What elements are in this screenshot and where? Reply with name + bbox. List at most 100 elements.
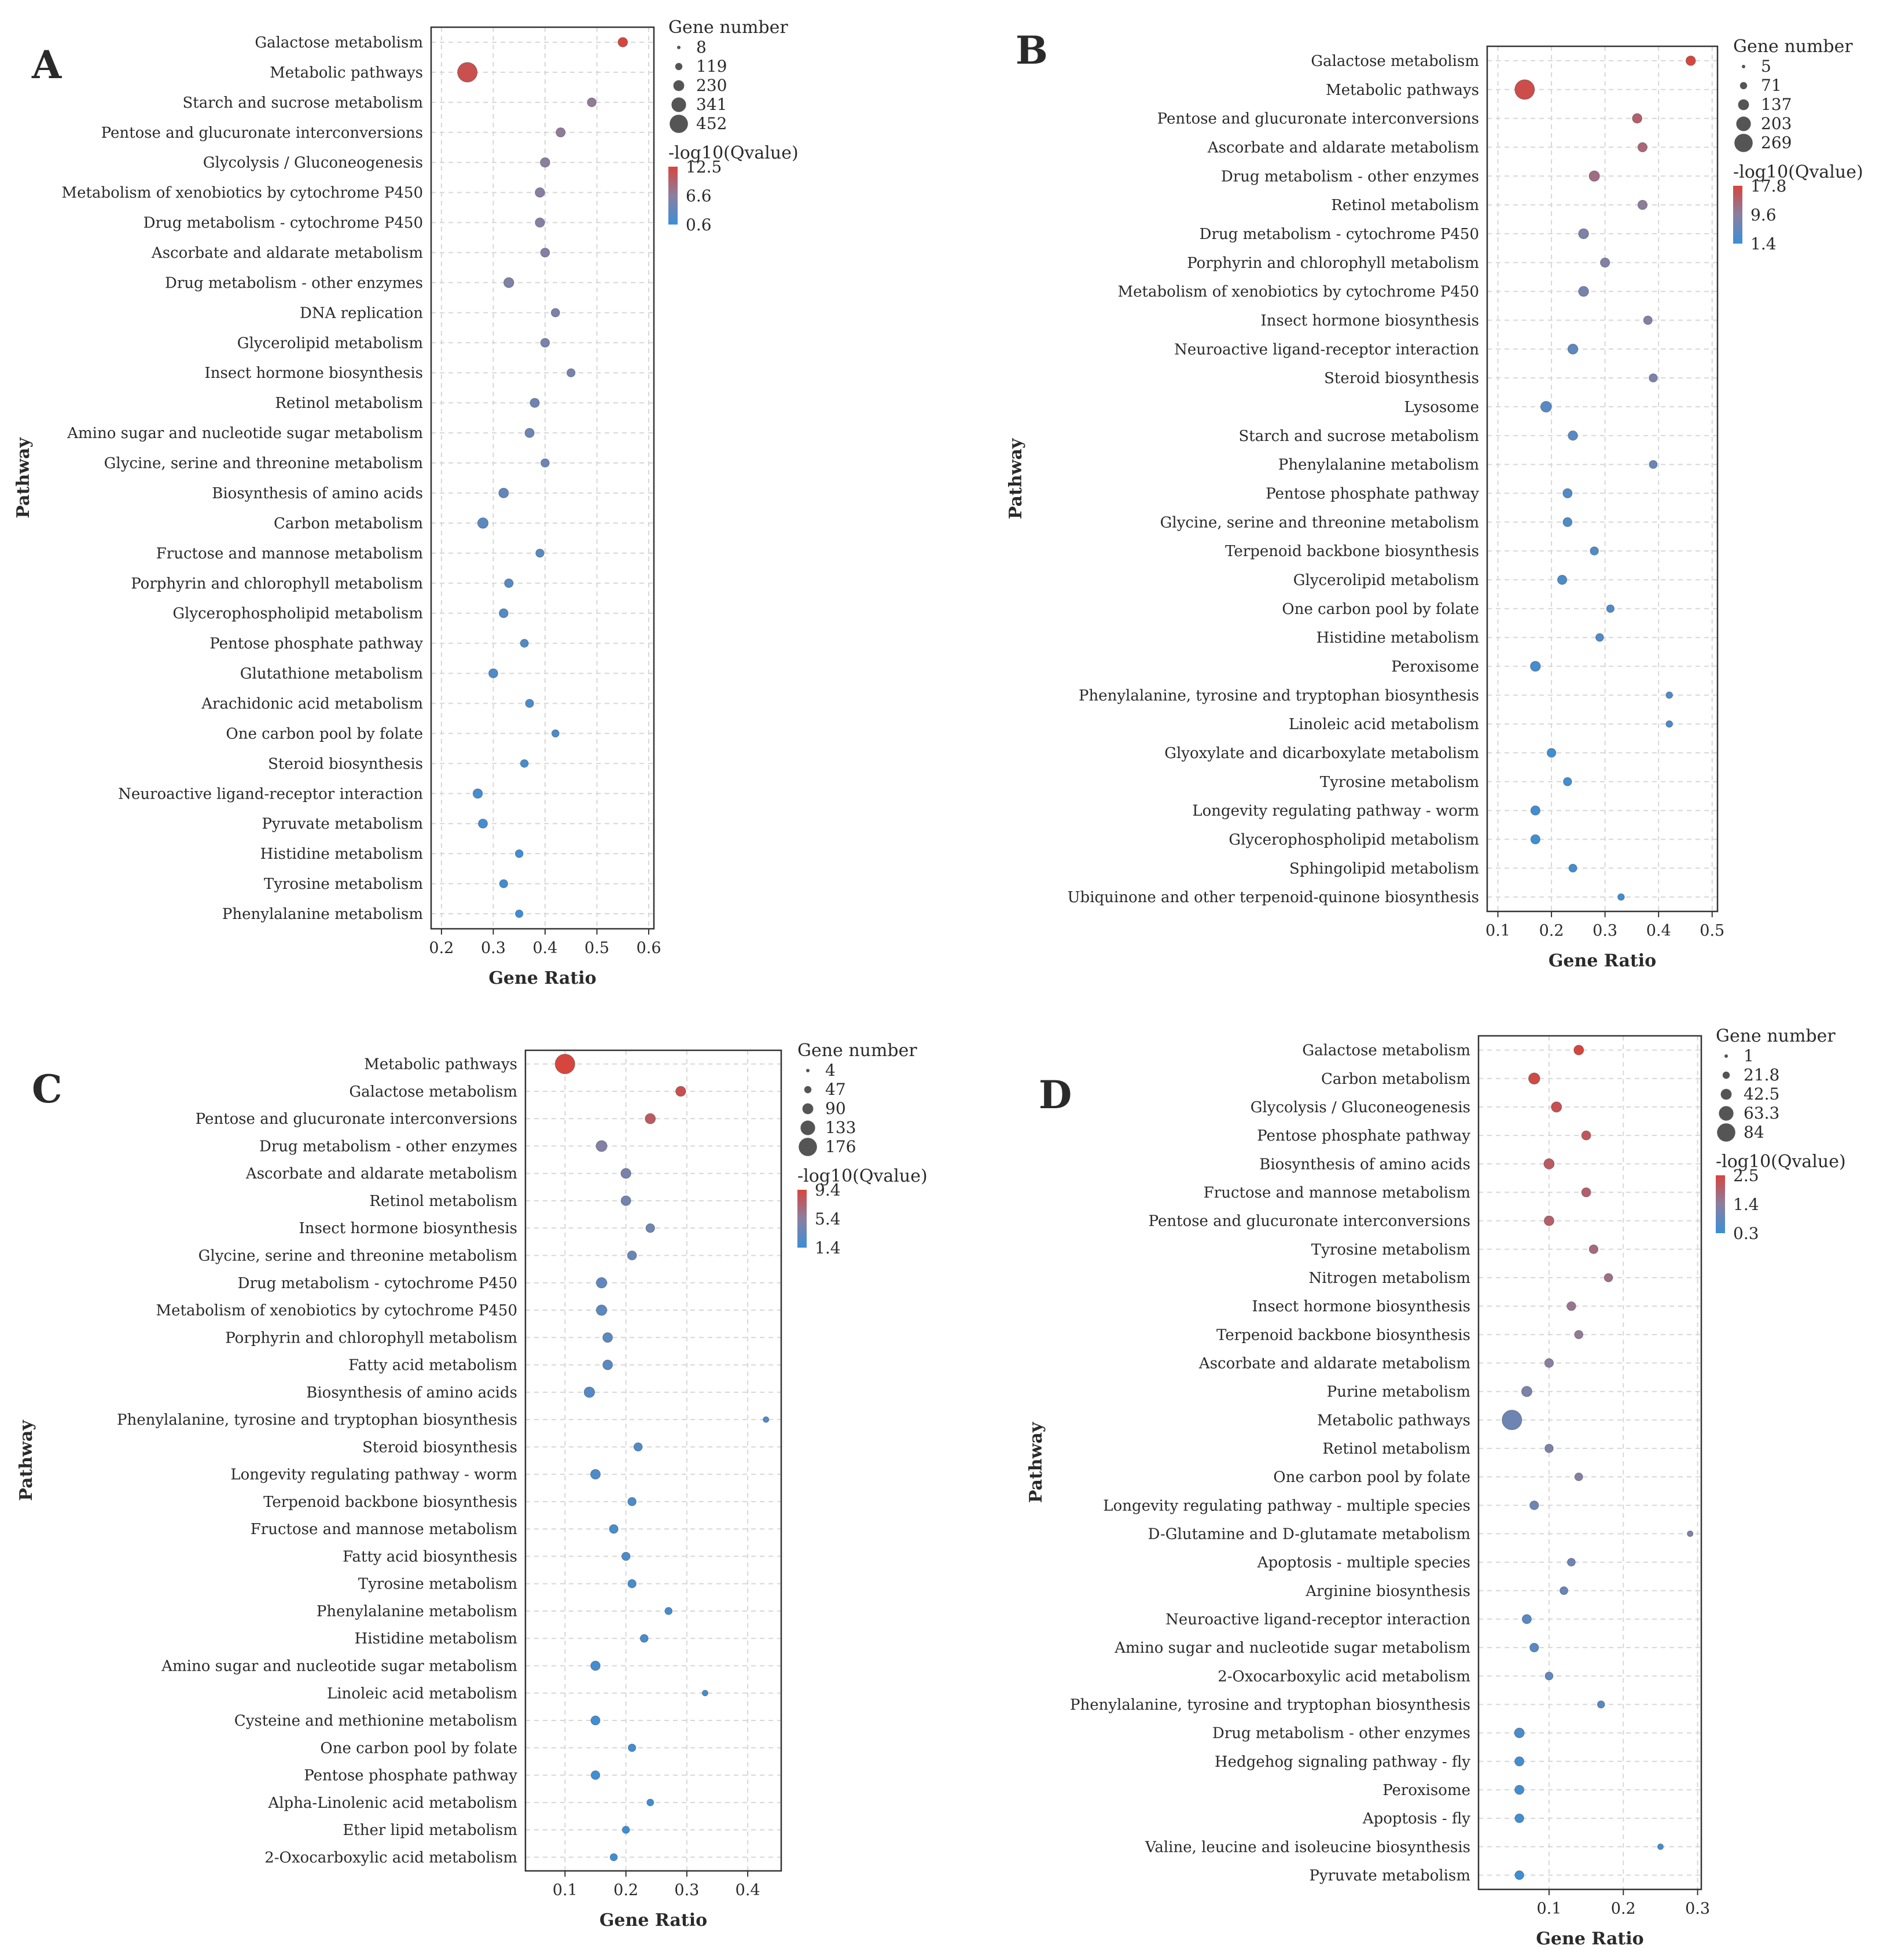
data-point (590, 1469, 601, 1480)
pathway-label: Nitrogen metabolism (1308, 1270, 1470, 1287)
size-legend-title: Gene number (1733, 36, 1853, 57)
color-legend-label: 9.6 (1750, 205, 1777, 225)
size-legend-dot (804, 1086, 812, 1094)
pathway-label: Amino sugar and nucleotide sugar metabol… (67, 425, 423, 442)
x-axis-title: Gene Ratio (1549, 951, 1656, 971)
pathway-label: DNA replication (300, 304, 423, 322)
size-legend-dot (677, 46, 681, 49)
pathway-label: Metabolic pathways (364, 1056, 517, 1073)
pathway-label: Insect hormone biosynthesis (299, 1220, 517, 1237)
pathway-label: Pentose phosphate pathway (209, 635, 423, 653)
plot-frame (1486, 45, 1719, 913)
data-point (1543, 1215, 1554, 1226)
pathway-label: Drug metabolism - other enzymes (1221, 168, 1479, 185)
pathway-label: Metabolic pathways (1317, 1412, 1470, 1429)
data-point (1543, 1158, 1555, 1170)
data-point (1578, 286, 1589, 297)
data-point (609, 1853, 618, 1862)
size-legend-label: 119 (696, 57, 727, 76)
pathway-label: Pentose and glucuronate interconversions (101, 124, 423, 142)
size-legend-label: 47 (825, 1080, 846, 1099)
data-point (1530, 806, 1540, 816)
pathway-label: Alpha-Linolenic acid metabolism (267, 1794, 517, 1812)
data-point (1617, 893, 1625, 901)
data-point (1632, 113, 1642, 124)
pathway-label: Histidine metabolism (1316, 630, 1479, 647)
size-legend-dot (1742, 65, 1745, 68)
data-point (535, 549, 545, 558)
data-point (1544, 1358, 1554, 1368)
panel-letter: B (1016, 28, 1048, 73)
size-legend-dot (1736, 116, 1751, 131)
pathway-label: Ascorbate and aldarate metabolism (1207, 139, 1479, 156)
pathway-label: Arginine biosynthesis (1305, 1583, 1470, 1600)
data-point (1657, 1843, 1664, 1850)
size-legend-dot (670, 115, 688, 133)
color-legend-bar (797, 1190, 807, 1248)
color-legend-label: 1.4 (1750, 234, 1777, 253)
data-point (554, 1054, 575, 1075)
data-point (514, 849, 524, 858)
plot-frame (1477, 1035, 1702, 1891)
pathway-label: Pentose and glucuronate interconversions (1157, 111, 1479, 128)
data-point (1649, 460, 1658, 469)
pathway-label: 2-Oxocarboxylic acid metabolism (1218, 1668, 1470, 1685)
data-point (551, 308, 560, 318)
size-legend-dot (1739, 82, 1748, 90)
color-legend-label: 6.6 (686, 186, 712, 205)
pathway-label: Apoptosis - fly (1362, 1810, 1470, 1827)
x-tick-label: 0.4 (533, 939, 558, 957)
pathway-label: Purine metabolism (1327, 1384, 1470, 1401)
panel-c: C Metabolic pathways Galactose metabolism P… (16, 1040, 928, 1930)
data-point (1546, 748, 1557, 758)
x-tick-label: 0.2 (1539, 922, 1564, 940)
data-point (1560, 1586, 1568, 1595)
color-legend-label: 1.4 (815, 1238, 841, 1257)
pathway-label: Histidine metabolism (355, 1630, 517, 1648)
size-legend-title: Gene number (797, 1040, 917, 1061)
data-point (520, 639, 529, 648)
y-axis-title: Pathway (13, 437, 34, 519)
data-point (1578, 228, 1589, 240)
size-legend-label: 269 (1761, 133, 1792, 152)
pathway-label: Ubiquinone and other terpenoid-quinone b… (1068, 889, 1479, 906)
data-point (556, 127, 566, 138)
pathway-label: Porphyrin and chlorophyll metabolism (225, 1329, 517, 1347)
data-point (587, 97, 597, 108)
data-point (617, 37, 628, 47)
data-point (567, 368, 576, 377)
pathway-label: Glycerolipid metabolism (237, 334, 423, 352)
x-tick-label: 0.3 (1685, 1900, 1710, 1918)
pathway-label: Phenylalanine, tyrosine and tryptophan b… (1079, 687, 1479, 704)
pathway-label: Linoleic acid metabolism (327, 1685, 517, 1702)
pathway-label: Glycerophospholipid metabolism (172, 605, 423, 623)
data-point (763, 1416, 770, 1423)
pathway-label: Galactose metabolism (1302, 1042, 1470, 1060)
x-tick-label: 0.2 (613, 1881, 638, 1899)
data-point (1581, 1187, 1591, 1197)
x-tick-label: 0.3 (481, 939, 506, 957)
pathway-label: Retinol metabolism (1331, 197, 1479, 214)
size-legend-label: 1 (1744, 1046, 1754, 1065)
data-point (1643, 315, 1653, 325)
data-point (620, 1168, 631, 1179)
data-point (621, 1826, 630, 1834)
x-tick-label: 0.4 (1646, 922, 1671, 940)
x-axis-title: Gene Ratio (488, 968, 596, 988)
color-legend-label: 17.8 (1750, 176, 1786, 196)
data-point (1530, 661, 1541, 672)
size-legend-label: 90 (825, 1099, 846, 1118)
x-tick-label: 0.1 (1536, 1900, 1561, 1918)
data-point (590, 1770, 601, 1780)
pathway-label: Steroid biosynthesis (362, 1439, 517, 1456)
x-tick-label: 0.2 (1611, 1900, 1636, 1918)
panel-letter: A (31, 42, 62, 87)
data-point (701, 1690, 708, 1697)
pathway-label: Peroxisome (1391, 658, 1479, 675)
data-point (1562, 517, 1573, 527)
data-point (504, 578, 514, 588)
data-point (627, 1251, 637, 1260)
data-point (1521, 1614, 1532, 1624)
data-point (583, 1387, 595, 1398)
